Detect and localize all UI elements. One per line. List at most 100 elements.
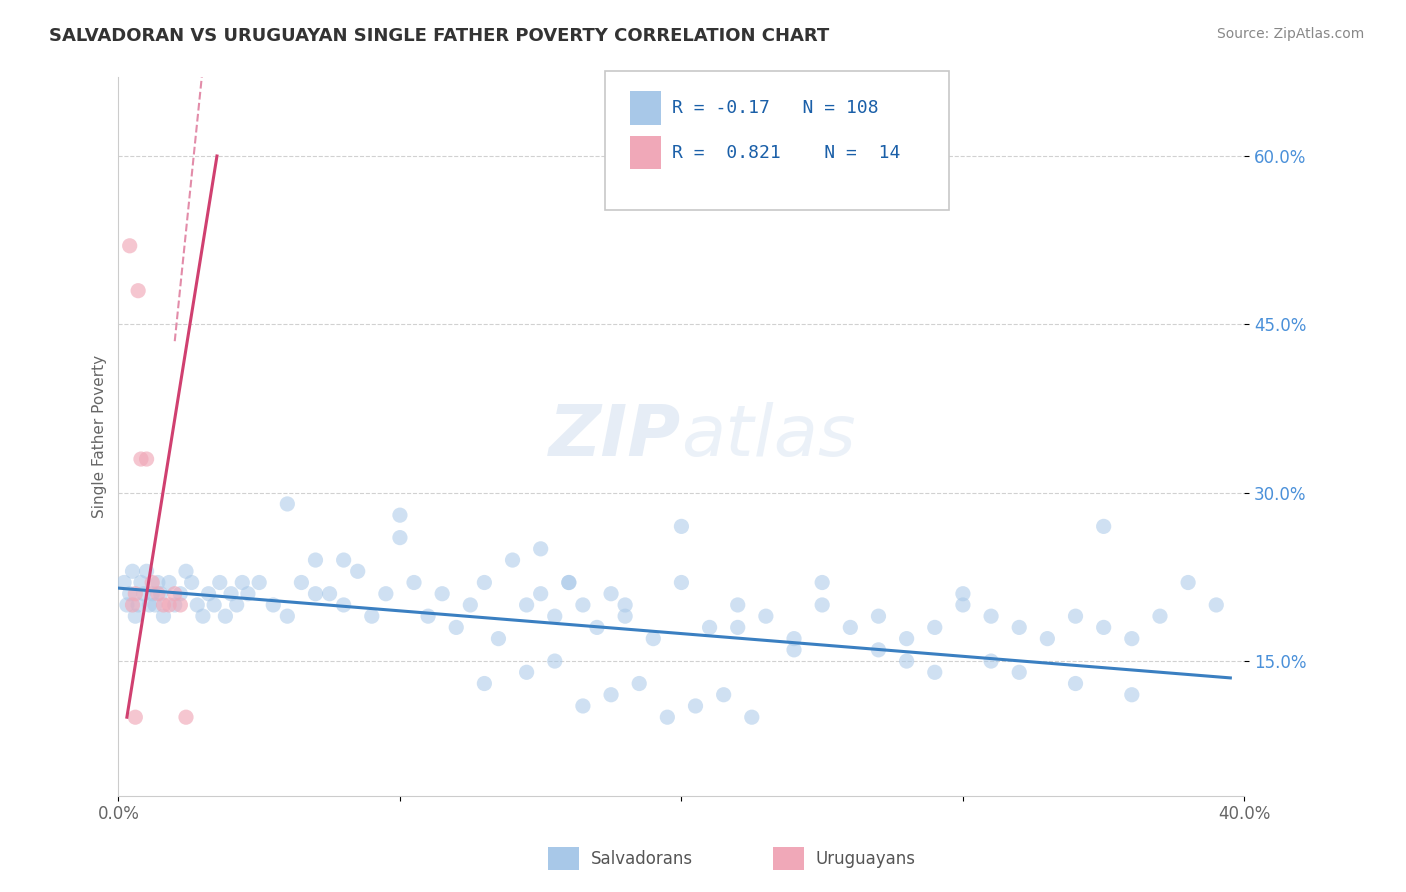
Point	[811, 598, 834, 612]
Point	[388, 508, 411, 523]
Text: Uruguayans: Uruguayans	[815, 849, 915, 868]
Text: R =  0.821    N =  14: R = 0.821 N = 14	[672, 144, 900, 161]
Point	[143, 598, 166, 612]
Point	[318, 587, 340, 601]
Point	[558, 575, 581, 590]
Point	[112, 575, 135, 590]
Point	[141, 575, 163, 590]
Point	[202, 598, 225, 612]
Point	[444, 620, 467, 634]
Point	[304, 553, 326, 567]
Point	[115, 598, 138, 612]
Point	[169, 587, 191, 601]
Point	[1092, 620, 1115, 634]
Point	[600, 587, 623, 601]
Point	[783, 643, 806, 657]
Point	[1008, 620, 1031, 634]
Text: ZIP: ZIP	[550, 402, 682, 471]
Point	[544, 654, 567, 668]
Point	[643, 632, 665, 646]
Point	[121, 598, 143, 612]
Point	[118, 239, 141, 253]
Point	[896, 632, 918, 646]
Point	[247, 575, 270, 590]
Point	[180, 575, 202, 590]
Text: atlas: atlas	[682, 402, 856, 471]
Point	[657, 710, 679, 724]
Point	[174, 564, 197, 578]
Point	[1008, 665, 1031, 680]
Point	[699, 620, 721, 634]
Point	[1121, 632, 1143, 646]
Point	[839, 620, 862, 634]
Text: Salvadorans: Salvadorans	[591, 849, 693, 868]
Point	[474, 575, 496, 590]
Point	[980, 654, 1002, 668]
Point	[118, 587, 141, 601]
Point	[214, 609, 236, 624]
Point	[146, 587, 169, 601]
Point	[135, 452, 157, 467]
Point	[460, 598, 482, 612]
Point	[1205, 598, 1227, 612]
Point	[290, 575, 312, 590]
Point	[783, 632, 806, 646]
Point	[1092, 519, 1115, 533]
Point	[152, 598, 174, 612]
Point	[374, 587, 396, 601]
Point	[896, 654, 918, 668]
Point	[727, 620, 749, 634]
Point	[121, 564, 143, 578]
Point	[129, 575, 152, 590]
Point	[135, 564, 157, 578]
Point	[474, 676, 496, 690]
Point	[685, 698, 707, 713]
Point	[727, 598, 749, 612]
Point	[868, 609, 890, 624]
Point	[174, 710, 197, 724]
Point	[138, 598, 160, 612]
Point	[360, 609, 382, 624]
Point	[124, 609, 146, 624]
Point	[530, 587, 553, 601]
Point	[1177, 575, 1199, 590]
Point	[755, 609, 778, 624]
Point	[146, 575, 169, 590]
Point	[980, 609, 1002, 624]
Point	[924, 665, 946, 680]
Point	[572, 598, 595, 612]
Point	[276, 609, 298, 624]
Point	[388, 531, 411, 545]
Point	[868, 643, 890, 657]
Point	[163, 598, 186, 612]
Point	[236, 587, 259, 601]
Point	[671, 519, 693, 533]
Point	[149, 587, 172, 601]
Point	[614, 598, 637, 612]
Point	[1064, 676, 1087, 690]
Point	[157, 575, 180, 590]
Point	[169, 598, 191, 612]
Point	[304, 587, 326, 601]
Point	[430, 587, 453, 601]
Point	[276, 497, 298, 511]
Point	[952, 587, 974, 601]
Point	[1036, 632, 1059, 646]
Point	[572, 698, 595, 713]
Point	[141, 587, 163, 601]
Point	[530, 541, 553, 556]
Y-axis label: Single Father Poverty: Single Father Poverty	[93, 355, 107, 518]
Point	[516, 665, 538, 680]
Point	[124, 587, 146, 601]
Point	[132, 587, 155, 601]
Point	[586, 620, 609, 634]
Point	[231, 575, 253, 590]
Point	[741, 710, 763, 724]
Point	[127, 598, 149, 612]
Point	[416, 609, 439, 624]
Point	[262, 598, 284, 612]
Point	[600, 688, 623, 702]
Point	[346, 564, 368, 578]
Point	[129, 452, 152, 467]
Point	[219, 587, 242, 601]
